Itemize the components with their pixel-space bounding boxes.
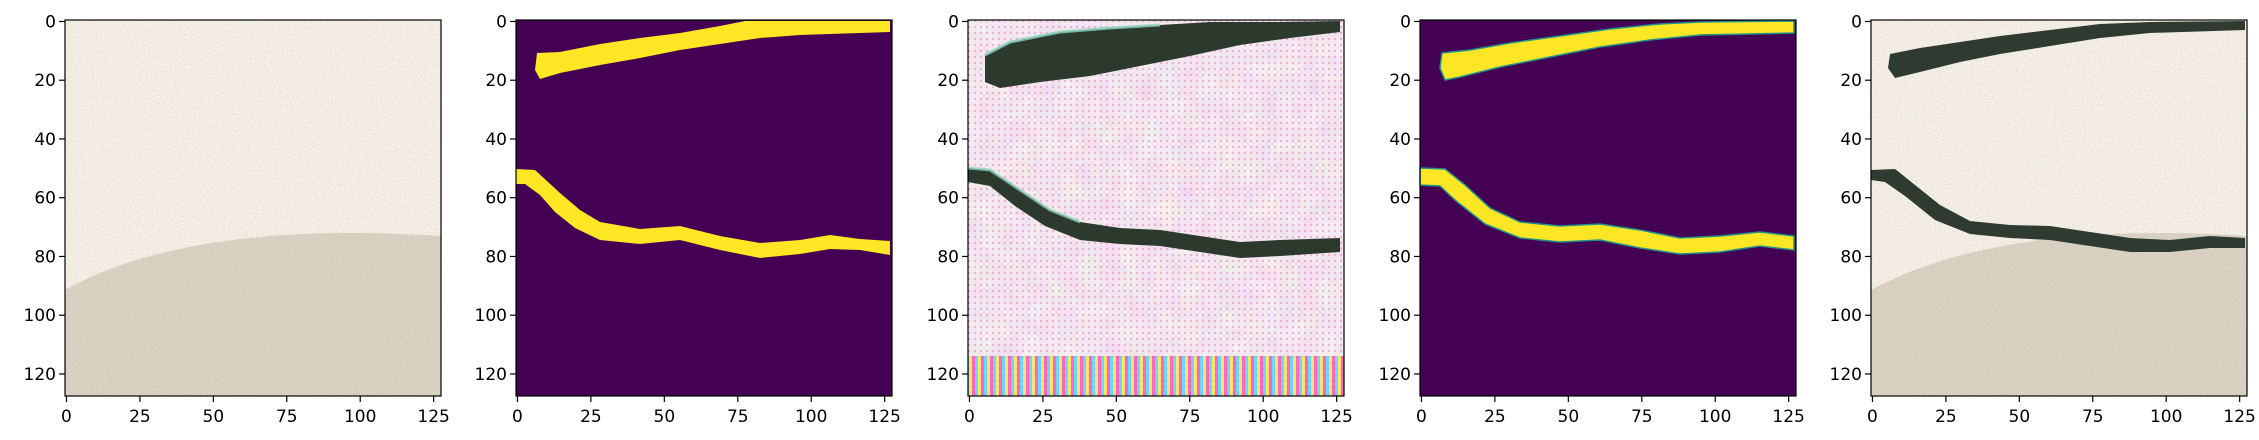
y-tick-label: 120 bbox=[475, 365, 507, 385]
x-tick-label: 125 bbox=[417, 407, 449, 427]
y-tick-label: 120 bbox=[1379, 365, 1411, 385]
x-tick-label: 75 bbox=[276, 407, 298, 427]
x-tick-label: 125 bbox=[2223, 407, 2255, 427]
y-tick-label: 60 bbox=[937, 189, 959, 209]
y-tick-label: 120 bbox=[24, 365, 56, 385]
y-tick-label: 100 bbox=[475, 306, 507, 326]
x-tick-label: 0 bbox=[61, 407, 72, 427]
y-tick-label: 0 bbox=[1400, 12, 1411, 32]
x-tick-label: 100 bbox=[1247, 407, 1279, 427]
x-tick-label: 25 bbox=[1032, 407, 1054, 427]
y-tick-label: 60 bbox=[34, 189, 56, 209]
y-tick-label: 100 bbox=[24, 306, 56, 326]
x-tick-label: 125 bbox=[1320, 407, 1352, 427]
y-tick-label: 20 bbox=[485, 71, 507, 91]
x-tick-label: 75 bbox=[727, 407, 749, 427]
y-tick-label: 0 bbox=[948, 12, 959, 32]
y-tick-label: 20 bbox=[937, 71, 959, 91]
y-tick-label: 60 bbox=[1389, 189, 1411, 209]
y-tick-label: 20 bbox=[34, 71, 56, 91]
panel-5-composite-sand bbox=[1870, 19, 2248, 397]
axes-layer: 0 25 50 75 100 125 0 20 40 60 80 100 120 0 25 50 75 100 12… bbox=[24, 12, 2256, 427]
y-tick-label: 120 bbox=[1830, 365, 1862, 385]
x-tick-label: 100 bbox=[2150, 407, 2182, 427]
x-tick-label: 50 bbox=[1558, 407, 1580, 427]
x-tick-label: 0 bbox=[1416, 407, 1427, 427]
x-tick-label: 50 bbox=[203, 407, 225, 427]
panel-3-generated-image bbox=[967, 19, 1345, 397]
y-tick-label: 40 bbox=[937, 130, 959, 150]
x-tick-label: 100 bbox=[1699, 407, 1731, 427]
y-tick-label: 80 bbox=[485, 247, 507, 267]
x-tick-label: 25 bbox=[580, 407, 602, 427]
x-tick-label: 75 bbox=[2082, 407, 2104, 427]
x-tick-label: 75 bbox=[1631, 407, 1653, 427]
y-tick-label: 20 bbox=[1840, 71, 1862, 91]
x-tick-label: 25 bbox=[1484, 407, 1506, 427]
y-tick-label: 100 bbox=[1379, 306, 1411, 326]
panel-4-predicted-mask bbox=[1419, 19, 1797, 397]
y-tick-label: 40 bbox=[1840, 130, 1862, 150]
x-tick-label: 50 bbox=[2009, 407, 2031, 427]
y-tick-label: 80 bbox=[34, 247, 56, 267]
x-tick-label: 50 bbox=[654, 407, 676, 427]
x-tick-label: 50 bbox=[1106, 407, 1128, 427]
y-tick-label: 100 bbox=[927, 306, 959, 326]
x-tick-label: 125 bbox=[1772, 407, 1804, 427]
x-tick-label: 0 bbox=[512, 407, 523, 427]
panel-2-crack-mask bbox=[515, 19, 893, 397]
y-tick-label: 80 bbox=[1840, 247, 1862, 267]
y-tick-label: 60 bbox=[1840, 189, 1862, 209]
y-tick-label: 40 bbox=[1389, 130, 1411, 150]
y-tick-label: 40 bbox=[485, 130, 507, 150]
x-tick-label: 0 bbox=[1867, 407, 1878, 427]
y-tick-label: 0 bbox=[496, 12, 507, 32]
y-tick-label: 40 bbox=[34, 130, 56, 150]
y-tick-label: 0 bbox=[45, 12, 56, 32]
y-tick-label: 60 bbox=[485, 189, 507, 209]
x-tick-label: 100 bbox=[344, 407, 376, 427]
y-tick-label: 20 bbox=[1389, 71, 1411, 91]
x-tick-label: 100 bbox=[795, 407, 827, 427]
x-tick-label: 25 bbox=[1935, 407, 1957, 427]
panel-1-original-sand bbox=[64, 19, 442, 397]
x-tick-label: 75 bbox=[1179, 407, 1201, 427]
y-tick-label: 0 bbox=[1851, 12, 1862, 32]
x-tick-label: 125 bbox=[868, 407, 900, 427]
y-tick-label: 80 bbox=[937, 247, 959, 267]
y-tick-label: 100 bbox=[1830, 306, 1862, 326]
x-tick-label: 0 bbox=[964, 407, 975, 427]
y-tick-label: 80 bbox=[1389, 247, 1411, 267]
y-tick-label: 120 bbox=[927, 365, 959, 385]
x-tick-label: 25 bbox=[129, 407, 151, 427]
